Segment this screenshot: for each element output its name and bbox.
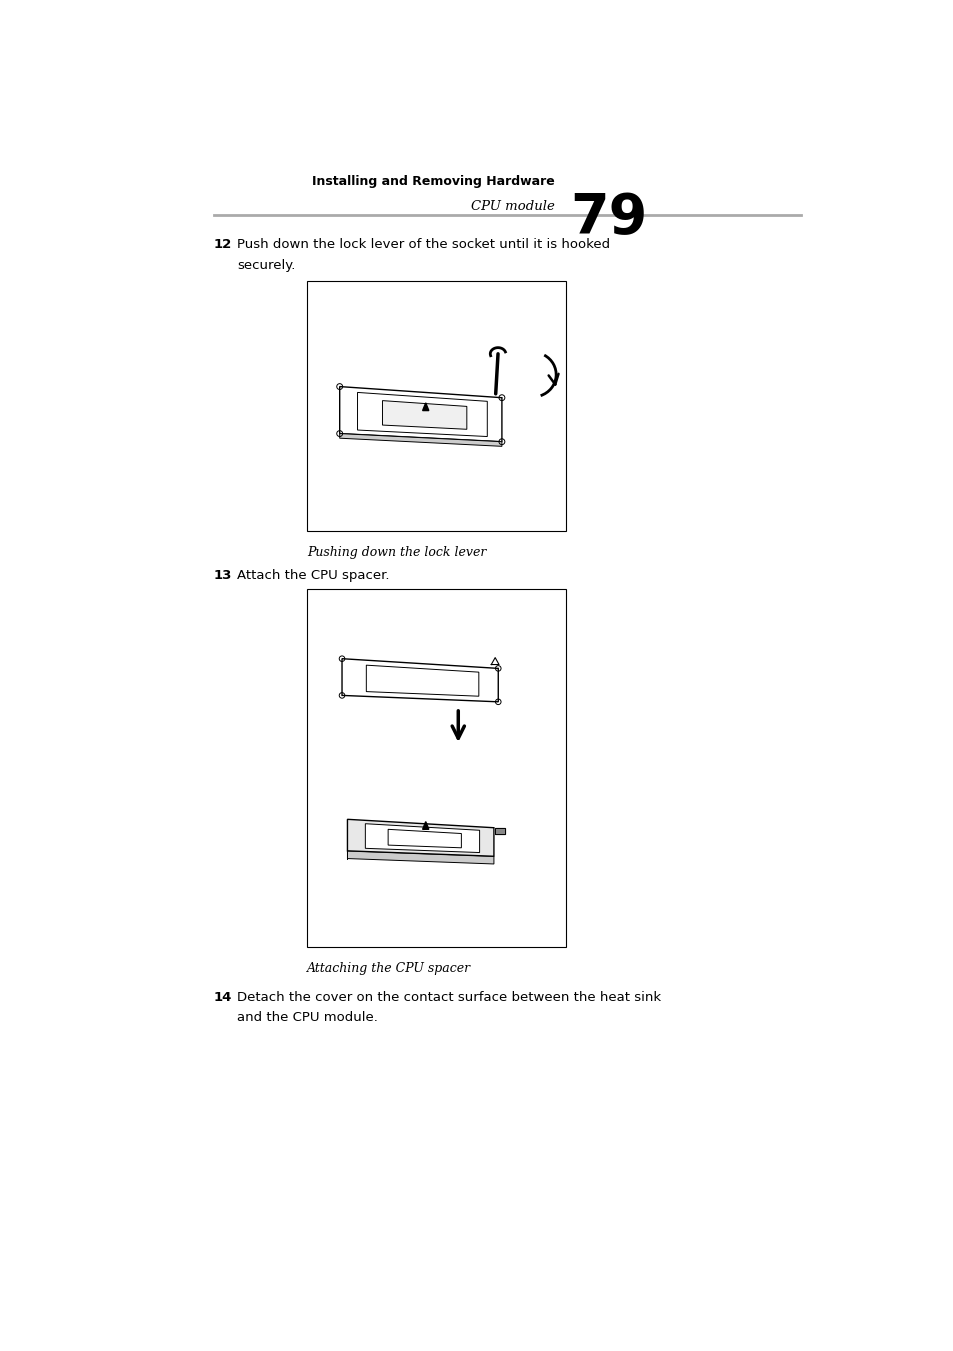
Text: Detach the cover on the contact surface between the heat sink: Detach the cover on the contact surface … [236,990,660,1004]
Text: Attaching the CPU spacer: Attaching the CPU spacer [307,962,471,975]
Polygon shape [347,851,494,865]
Polygon shape [382,401,466,430]
Text: 79: 79 [570,192,647,246]
Bar [307,589,566,947]
Polygon shape [422,821,429,830]
Polygon shape [388,830,461,848]
Text: Pushing down the lock lever: Pushing down the lock lever [307,546,486,559]
Polygon shape [495,828,504,834]
Text: 13: 13 [213,570,232,582]
Text: CPU module: CPU module [471,200,555,213]
Text: Push down the lock lever of the socket until it is hooked: Push down the lock lever of the socket u… [236,238,610,251]
Bar [307,281,566,531]
Polygon shape [342,659,497,701]
Polygon shape [365,824,479,852]
Polygon shape [422,403,429,411]
Polygon shape [347,819,494,857]
Text: and the CPU module.: and the CPU module. [236,1012,377,1024]
Text: Attach the CPU spacer.: Attach the CPU spacer. [236,570,389,582]
Text: 12: 12 [213,238,232,251]
Text: Installing and Removing Hardware: Installing and Removing Hardware [312,174,555,188]
Text: 14: 14 [213,990,232,1004]
Polygon shape [339,434,501,446]
Text: securely.: securely. [236,259,295,272]
Polygon shape [339,386,501,442]
Polygon shape [357,392,487,436]
Polygon shape [366,665,478,696]
